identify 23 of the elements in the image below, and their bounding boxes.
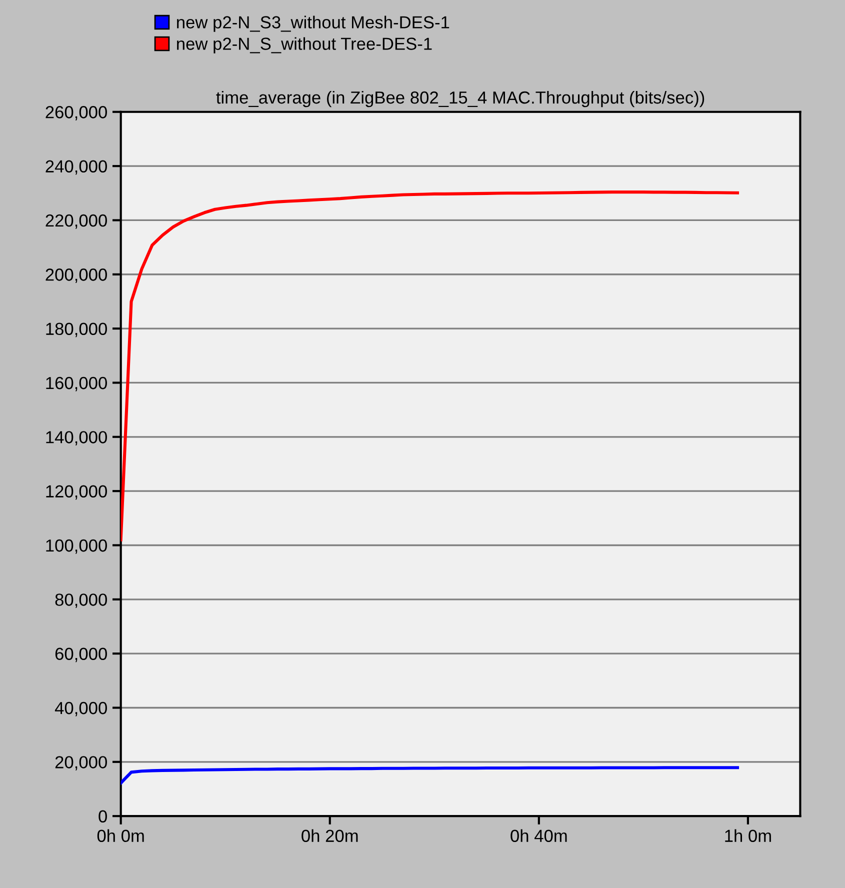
x-tick-label: 0h 20m <box>302 829 358 842</box>
legend-label: new p2-N_S_without Tree-DES-1 <box>177 37 432 54</box>
x-tick-label: 0h 0m <box>97 829 144 842</box>
line-series <box>120 190 740 542</box>
y-tick-label: 120,000 <box>46 485 107 500</box>
x-tick-label: 1h 0m <box>725 829 771 842</box>
y-tick-label: 100,000 <box>46 539 107 554</box>
y-tick-label: 40,000 <box>54 702 107 716</box>
y-tick-label: 140,000 <box>46 431 107 446</box>
line-series <box>120 766 740 785</box>
legend-label: new p2-N_S3_without Mesh-DES-1 <box>177 16 450 32</box>
y-tick-label: 80,000 <box>55 594 107 608</box>
y-tick-label: 260,000 <box>46 106 107 120</box>
y-tick-label: 60,000 <box>55 648 107 662</box>
y-tick-label: 200,000 <box>46 268 107 283</box>
chart-title: time_average (in ZigBee 802_15_4 MAC.Throughput (bits/sec)) <box>216 90 704 108</box>
y-tick-label: 160,000 <box>46 376 107 392</box>
y-tick-label: 0 <box>98 810 107 823</box>
y-tick-label: 20,000 <box>55 756 107 770</box>
x-tick-label: 0h 40m <box>510 829 567 842</box>
y-tick-label: 180,000 <box>46 322 107 338</box>
y-tick-label: 240,000 <box>46 160 107 175</box>
y-tick-label: 220,000 <box>46 214 107 229</box>
